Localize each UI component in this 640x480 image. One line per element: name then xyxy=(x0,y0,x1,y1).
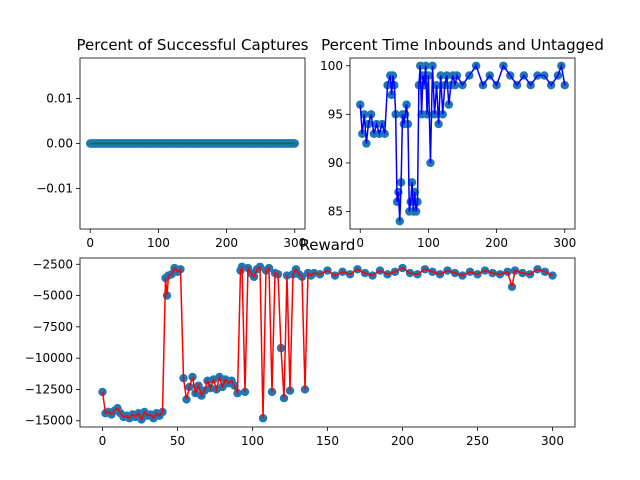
y-tick-label: −15000 xyxy=(25,414,73,428)
chart-title: Reward xyxy=(300,236,356,254)
y-tick-label: 85 xyxy=(328,205,343,219)
y-tick-label: −7500 xyxy=(32,320,73,334)
y-tick-label: −0.01 xyxy=(36,182,73,196)
inbounds-chart: 0 100 200 300 85 90 95 100 Percent Time Inbounds… xyxy=(320,36,604,250)
x-tick-label: 0 xyxy=(86,236,94,250)
y-tick-label: 0.00 xyxy=(46,137,73,151)
y-tick-label: 90 xyxy=(328,156,343,170)
x-tick-label: 200 xyxy=(485,236,508,250)
y-tick-label: −10000 xyxy=(25,351,73,365)
data-point xyxy=(98,387,107,397)
y-tick-label: −2500 xyxy=(32,257,73,271)
y-tick-label: −5000 xyxy=(32,289,73,303)
data-point xyxy=(290,139,299,148)
x-tick-label: 0 xyxy=(356,236,364,250)
x-tick-label: 150 xyxy=(316,434,339,448)
x-tick-label: 300 xyxy=(541,434,564,448)
x-tick-label: 250 xyxy=(466,434,489,448)
captures-chart: 0 100 200 300 −0.01 0.00 0.01 Percent of Succes… xyxy=(36,36,308,250)
y-tick-label: −12500 xyxy=(25,382,73,396)
plot-area xyxy=(86,139,299,148)
data-point xyxy=(560,81,569,90)
axes-frame xyxy=(349,57,576,230)
x-tick-label: 100 xyxy=(241,434,264,448)
x-tick-label: 50 xyxy=(170,434,185,448)
plot-area xyxy=(98,262,557,424)
y-tick-label: 0.01 xyxy=(46,92,73,106)
x-tick-label: 200 xyxy=(215,236,238,250)
x-tick-label: 200 xyxy=(391,434,414,448)
x-tick-label: 300 xyxy=(553,236,576,250)
data-point xyxy=(356,100,365,109)
plot-area xyxy=(356,61,569,226)
chart-title: Percent of Successful Captures xyxy=(77,36,309,54)
x-tick-label: 0 xyxy=(99,434,107,448)
x-tick-label: 100 xyxy=(147,236,170,250)
series-line xyxy=(359,62,566,222)
chart-title: Percent Time Inbounds and Untagged xyxy=(321,36,604,54)
y-tick-label: 95 xyxy=(328,107,343,121)
x-tick-label: 300 xyxy=(283,236,306,250)
axes-frame xyxy=(79,257,576,428)
x-tick-label: 100 xyxy=(417,236,440,250)
series-line xyxy=(101,265,553,422)
y-tick-label: 100 xyxy=(320,59,343,73)
reward-chart: 0 50 100 150 200 250 300 −15000 −12500 −10000 −750… xyxy=(25,236,576,448)
